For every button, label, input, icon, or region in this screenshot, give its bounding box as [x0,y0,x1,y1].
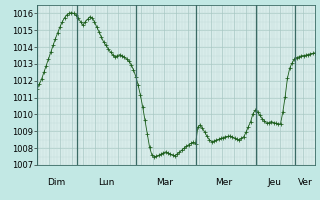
Text: Ver: Ver [298,178,313,187]
Text: Mer: Mer [215,178,232,187]
Text: Dim: Dim [47,178,66,187]
Text: Mar: Mar [156,178,173,187]
Text: Lun: Lun [98,178,115,187]
Text: Jeu: Jeu [268,178,282,187]
